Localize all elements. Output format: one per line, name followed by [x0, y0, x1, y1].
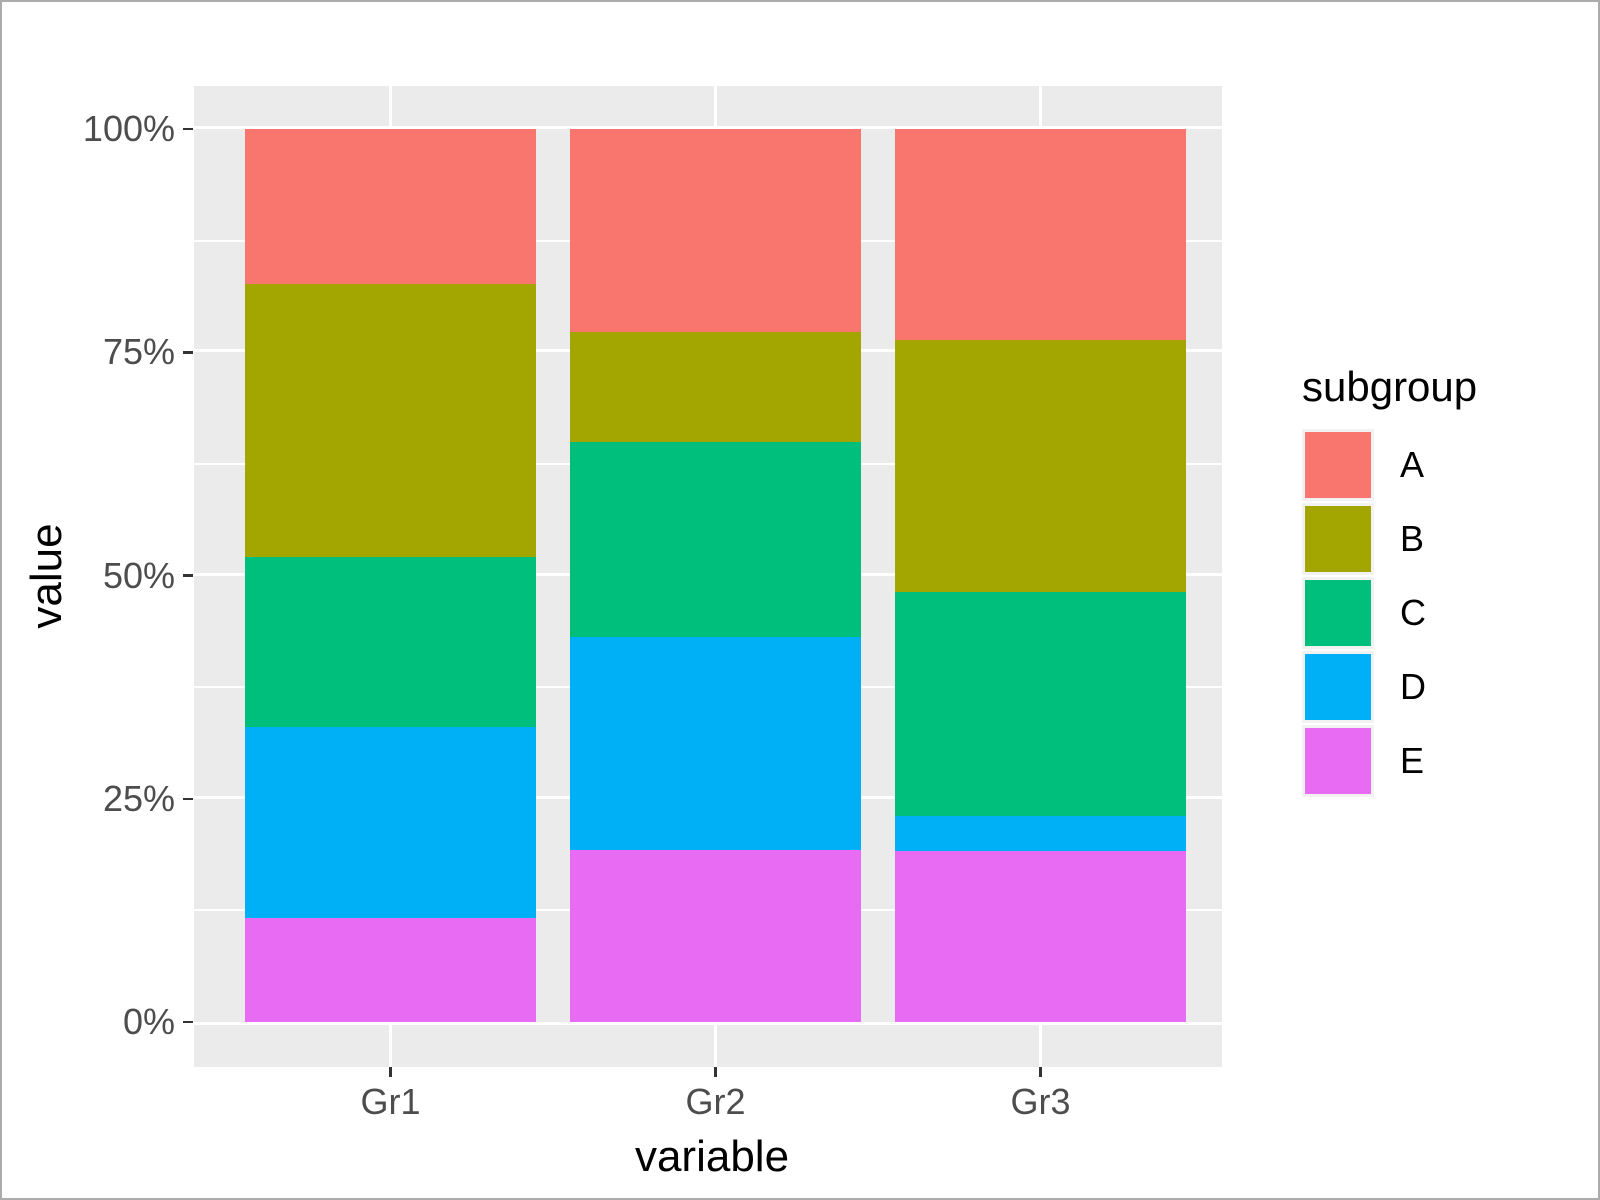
bar-segment-Gr3-A: [895, 129, 1186, 340]
y-axis-tick: [183, 127, 193, 131]
y-tick-label-25%: 25%: [102, 777, 175, 819]
legend-item-B: B: [1302, 503, 1598, 575]
legend-swatch-A: [1305, 432, 1371, 498]
bar-segment-Gr2-A: [570, 129, 861, 332]
legend-label-B: B: [1400, 518, 1425, 559]
bar-segment-Gr1-C: [245, 556, 536, 728]
legend-label-C: C: [1400, 592, 1426, 633]
legend-key-C: [1302, 577, 1374, 649]
x-tick-label-Gr3: Gr3: [1010, 1081, 1071, 1122]
gridline-major: [194, 126, 1222, 129]
legend-item-C: C: [1302, 577, 1598, 649]
bar-segment-Gr3-D: [895, 815, 1186, 851]
bar-segment-Gr2-E: [570, 849, 861, 1022]
x-axis-tick: [714, 1067, 717, 1077]
y-tick-label-100%: 100%: [82, 108, 175, 149]
legend-swatch-C: [1305, 580, 1371, 646]
legend-item-A: A: [1302, 429, 1598, 501]
legend-label-E: E: [1400, 740, 1425, 781]
y-tick-label-0%: 0%: [122, 1001, 175, 1042]
legend-item-D: D: [1302, 651, 1598, 723]
y-axis-tick: [183, 797, 193, 800]
x-axis-title: variable: [634, 1132, 790, 1181]
y-axis-tick: [183, 351, 193, 354]
bar-segment-Gr2-C: [570, 442, 861, 638]
y-tick-label-75%: 75%: [102, 331, 175, 373]
legend-swatch-D: [1305, 654, 1371, 720]
legend-label-A: A: [1400, 444, 1425, 485]
plot-panel: [194, 86, 1222, 1067]
bar-segment-Gr3-B: [895, 339, 1186, 592]
x-tick-label-Gr1: Gr1: [360, 1081, 421, 1122]
bar-segment-Gr1-A: [245, 129, 536, 285]
gridline-major: [194, 1022, 1222, 1025]
bar-segment-Gr1-D: [245, 727, 536, 918]
legend-key-E: [1302, 725, 1374, 797]
legend-item-E: E: [1302, 725, 1598, 797]
legend-swatch-B: [1305, 506, 1371, 572]
bar-segment-Gr1-E: [245, 917, 536, 1022]
y-axis-tick: [183, 1020, 193, 1024]
legend-key-A: [1302, 429, 1374, 501]
bar-segment-Gr1-B: [245, 284, 536, 557]
x-tick-label-Gr2: Gr2: [685, 1081, 746, 1122]
bar-segment-Gr3-E: [895, 850, 1186, 1022]
bar-segment-Gr2-D: [570, 637, 861, 850]
x-axis-tick: [1039, 1067, 1042, 1077]
legend-label-D: D: [1400, 666, 1426, 707]
y-axis-tick: [183, 574, 193, 577]
bar-segment-Gr3-C: [895, 591, 1186, 816]
y-tick-label-50%: 50%: [102, 554, 175, 596]
legend-title: subgroup: [1302, 363, 1478, 410]
bar-segment-Gr2-B: [570, 331, 861, 443]
x-axis-tick: [389, 1067, 392, 1077]
legend-swatch-E: [1305, 728, 1371, 794]
legend-key-D: [1302, 651, 1374, 723]
legend-key-B: [1302, 503, 1374, 575]
